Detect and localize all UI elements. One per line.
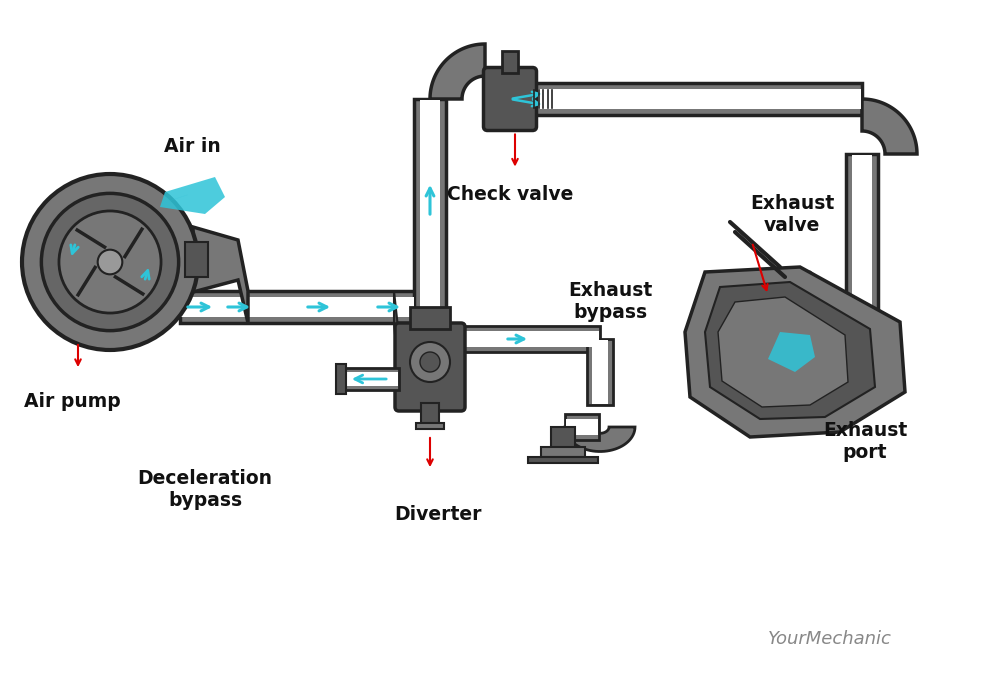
Bar bbox=[416, 423, 444, 429]
Circle shape bbox=[98, 250, 122, 274]
Bar bbox=[336, 364, 346, 395]
Polygon shape bbox=[565, 427, 635, 452]
Bar bbox=[181, 297, 414, 317]
Text: YourMechanic: YourMechanic bbox=[768, 630, 892, 648]
Polygon shape bbox=[705, 282, 875, 419]
Polygon shape bbox=[160, 177, 225, 214]
Text: Exhaust
port: Exhaust port bbox=[823, 422, 907, 462]
Bar bbox=[846, 154, 878, 329]
Polygon shape bbox=[185, 242, 208, 277]
Bar bbox=[421, 403, 439, 425]
Bar bbox=[592, 340, 608, 404]
FancyBboxPatch shape bbox=[484, 68, 536, 131]
Polygon shape bbox=[193, 227, 248, 323]
Bar bbox=[345, 372, 398, 386]
Bar bbox=[462, 331, 599, 347]
FancyBboxPatch shape bbox=[395, 323, 465, 411]
Circle shape bbox=[41, 194, 179, 330]
Bar bbox=[485, 83, 862, 115]
Bar bbox=[528, 457, 598, 463]
Circle shape bbox=[59, 211, 161, 313]
Bar bbox=[566, 419, 598, 435]
Polygon shape bbox=[718, 297, 848, 407]
Bar bbox=[414, 99, 446, 312]
Bar bbox=[180, 291, 415, 323]
Bar bbox=[565, 414, 599, 440]
Bar bbox=[461, 326, 600, 352]
Text: Air in: Air in bbox=[164, 137, 220, 156]
FancyBboxPatch shape bbox=[410, 307, 450, 329]
Polygon shape bbox=[862, 99, 917, 154]
Circle shape bbox=[410, 342, 450, 382]
Polygon shape bbox=[430, 44, 485, 99]
Bar bbox=[551, 427, 575, 449]
FancyBboxPatch shape bbox=[502, 51, 518, 74]
Polygon shape bbox=[790, 272, 878, 329]
Polygon shape bbox=[685, 267, 905, 437]
Text: Check valve: Check valve bbox=[447, 185, 573, 204]
Text: Exhaust
valve: Exhaust valve bbox=[750, 194, 834, 236]
Polygon shape bbox=[394, 291, 399, 382]
Text: Diverter: Diverter bbox=[394, 506, 482, 525]
Text: Deceleration
bypass: Deceleration bypass bbox=[137, 468, 272, 510]
Bar bbox=[587, 339, 613, 405]
Bar bbox=[852, 155, 872, 328]
Bar bbox=[344, 368, 399, 390]
Text: Air pump: Air pump bbox=[24, 393, 120, 412]
Circle shape bbox=[420, 352, 440, 372]
Bar bbox=[541, 447, 585, 457]
Polygon shape bbox=[768, 332, 815, 372]
Bar bbox=[486, 89, 861, 108]
Text: Exhaust
bypass: Exhaust bypass bbox=[568, 282, 652, 322]
Bar bbox=[420, 100, 440, 311]
Circle shape bbox=[22, 174, 198, 350]
